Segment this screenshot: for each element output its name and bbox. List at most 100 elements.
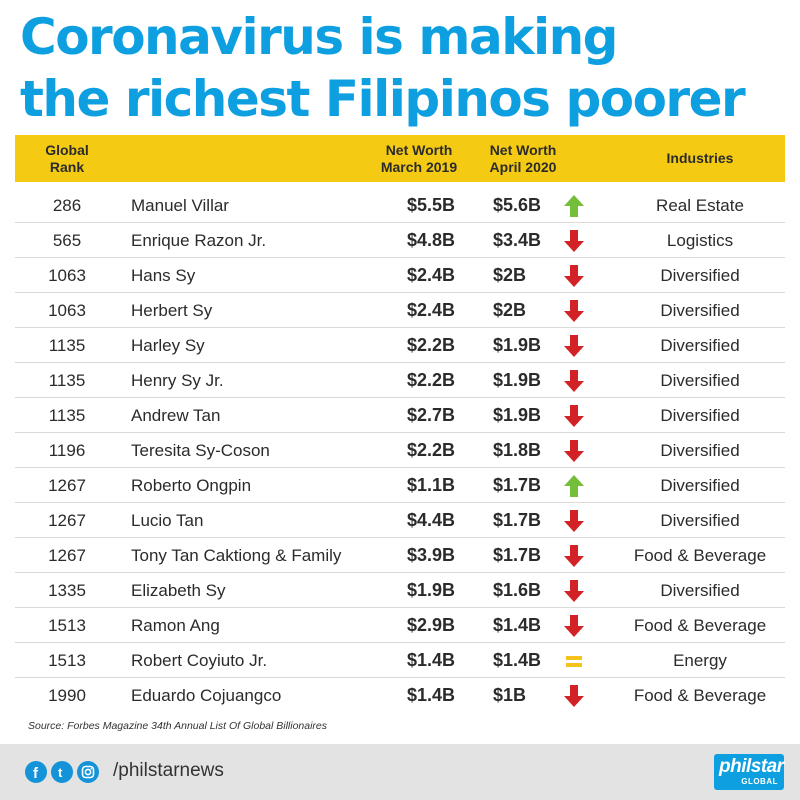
industry-cell: Diversified: [660, 405, 740, 425]
trend-cell: [558, 223, 590, 258]
trend-cell: [558, 573, 590, 608]
worth-2020-cell: $1.7B: [493, 475, 542, 495]
worth-2020-cell: $1.9B: [493, 370, 542, 390]
rank-cell: 1513: [48, 650, 86, 670]
arrow-down-icon: [564, 334, 584, 357]
table-row: 1513 Robert Coyiuto Jr. $1.4B $1.4B Energy: [15, 643, 785, 678]
table-row: 1063 Hans Sy $2.4B $2B Diversified: [15, 258, 785, 293]
table-row: 1135 Henry Sy Jr. $2.2B $1.9B Diversified: [15, 363, 785, 398]
worth-2020-cell: $1.4B: [493, 650, 542, 670]
title-line-1: Coronavirus is making: [20, 8, 618, 66]
name-cell: Harley Sy: [131, 335, 205, 355]
source-note: Source: Forbes Magazine 34th Annual List…: [28, 720, 328, 732]
industry-cell: Energy: [673, 650, 727, 670]
industry-cell: Diversified: [660, 370, 740, 390]
equal-icon: [566, 655, 582, 667]
table-row: 1196 Teresita Sy-Coson $2.2B $1.8B Diversifi…: [15, 433, 785, 468]
worth-2020-cell: $1.8B: [493, 440, 542, 460]
industry-cell: Diversified: [660, 580, 740, 600]
rank-cell: 1135: [48, 370, 86, 390]
arrow-down-icon: [564, 404, 584, 427]
worth-2020-cell: $2B: [493, 300, 527, 320]
rank-cell: 1135: [48, 335, 86, 355]
table-row: 1990 Eduardo Cojuangco $1.4B $1B Food & Beve…: [15, 678, 785, 713]
instagram-icon[interactable]: [77, 761, 99, 783]
rank-cell: 1267: [48, 510, 86, 530]
table-row: 1267 Tony Tan Caktiong & Family $3.9B $1.7B…: [15, 538, 785, 573]
facebook-icon[interactable]: f: [25, 761, 47, 783]
worth-2020-cell: $1.4B: [493, 615, 542, 635]
trend-cell: [558, 643, 590, 678]
worth-2019-cell: $2.9B: [406, 615, 455, 635]
industry-cell: Diversified: [660, 510, 740, 530]
trend-cell: [558, 433, 590, 468]
rank-cell: 1513: [48, 615, 86, 635]
table-row: 1335 Elizabeth Sy $1.9B $1.6B Diversified: [15, 573, 785, 608]
trend-cell: [558, 363, 590, 398]
rank-cell: 1063: [48, 265, 86, 285]
name-cell: Tony Tan Caktiong & Family: [131, 545, 342, 565]
worth-2019-cell: $2.4B: [406, 300, 455, 320]
worth-2020-cell: $1.9B: [493, 335, 542, 355]
trend-cell: [558, 398, 590, 433]
worth-2019-cell: $2.2B: [406, 335, 455, 355]
rank-cell: 1135: [48, 405, 86, 425]
industry-cell: Diversified: [660, 475, 740, 495]
table-row: 1063 Herbert Sy $2.4B $2B Diversified: [15, 293, 785, 328]
arrow-down-icon: [564, 369, 584, 392]
arrow-down-icon: [564, 614, 584, 637]
worth-2019-cell: $1.9B: [406, 580, 455, 600]
trend-cell: [558, 608, 590, 643]
title-line-2: the richest Filipinos poorer: [20, 70, 746, 128]
industry-cell: Real Estate: [656, 195, 744, 215]
trend-cell: [558, 258, 590, 293]
social-handle[interactable]: /philstarnews: [113, 760, 224, 781]
worth-2019-cell: $3.9B: [406, 545, 455, 565]
arrow-down-icon: [564, 509, 584, 532]
table-row: 286 Manuel Villar $5.5B $5.6B Real Estate: [15, 188, 785, 223]
industry-cell: Diversified: [660, 335, 740, 355]
table-row: 1135 Harley Sy $2.2B $1.9B Diversified: [15, 328, 785, 363]
header-worth-2020: Net Worth April 2020: [489, 141, 557, 175]
svg-text:f: f: [33, 765, 39, 782]
table-header: Global Rank Net Worth March 2019 Net Worth…: [15, 135, 785, 182]
worth-2020-cell: $2B: [493, 265, 527, 285]
arrow-down-icon: [564, 684, 584, 707]
arrow-down-icon: [564, 579, 584, 602]
industry-cell: Food & Beverage: [633, 615, 767, 635]
arrow-down-icon: [564, 264, 584, 287]
name-cell: Enrique Razon Jr.: [131, 230, 267, 250]
worth-2019-cell: $2.4B: [406, 265, 455, 285]
arrow-down-icon: [564, 299, 584, 322]
name-cell: Ramon Ang: [131, 615, 220, 635]
worth-2019-cell: $2.2B: [406, 370, 455, 390]
trend-cell: [558, 293, 590, 328]
trend-cell: [558, 678, 590, 713]
name-cell: Roberto Ongpin: [131, 475, 252, 495]
twitter-icon[interactable]: t: [51, 761, 73, 783]
industry-cell: Diversified: [660, 265, 740, 285]
arrow-down-icon: [564, 439, 584, 462]
philstar-logo: philstar GLOBAL: [714, 754, 784, 790]
rank-cell: 286: [52, 195, 82, 215]
rank-cell: 1063: [48, 300, 86, 320]
worth-2019-cell: $5.5B: [406, 195, 455, 215]
header-worth-2019: Net Worth March 2019: [380, 141, 458, 175]
name-cell: Eduardo Cojuangco: [131, 685, 282, 705]
svg-text:t: t: [58, 765, 63, 780]
table-row: 1135 Andrew Tan $2.7B $1.9B Diversified: [15, 398, 785, 433]
worth-2020-cell: $1B: [493, 685, 527, 705]
industry-cell: Diversified: [660, 300, 740, 320]
worth-2020-cell: $3.4B: [493, 230, 542, 250]
table-body: 286 Manuel Villar $5.5B $5.6B Real Estate 565…: [15, 188, 785, 713]
rank-cell: 1196: [48, 440, 86, 460]
name-cell: Lucio Tan: [131, 510, 204, 530]
rank-cell: 1335: [48, 580, 86, 600]
worth-2019-cell: $4.4B: [406, 510, 455, 530]
header-rank: Global Rank: [45, 141, 89, 175]
name-cell: Herbert Sy: [131, 300, 213, 320]
worth-2019-cell: $1.4B: [406, 685, 455, 705]
name-cell: Henry Sy Jr.: [131, 370, 224, 390]
rank-cell: 1990: [48, 685, 86, 705]
trend-cell: [558, 328, 590, 363]
